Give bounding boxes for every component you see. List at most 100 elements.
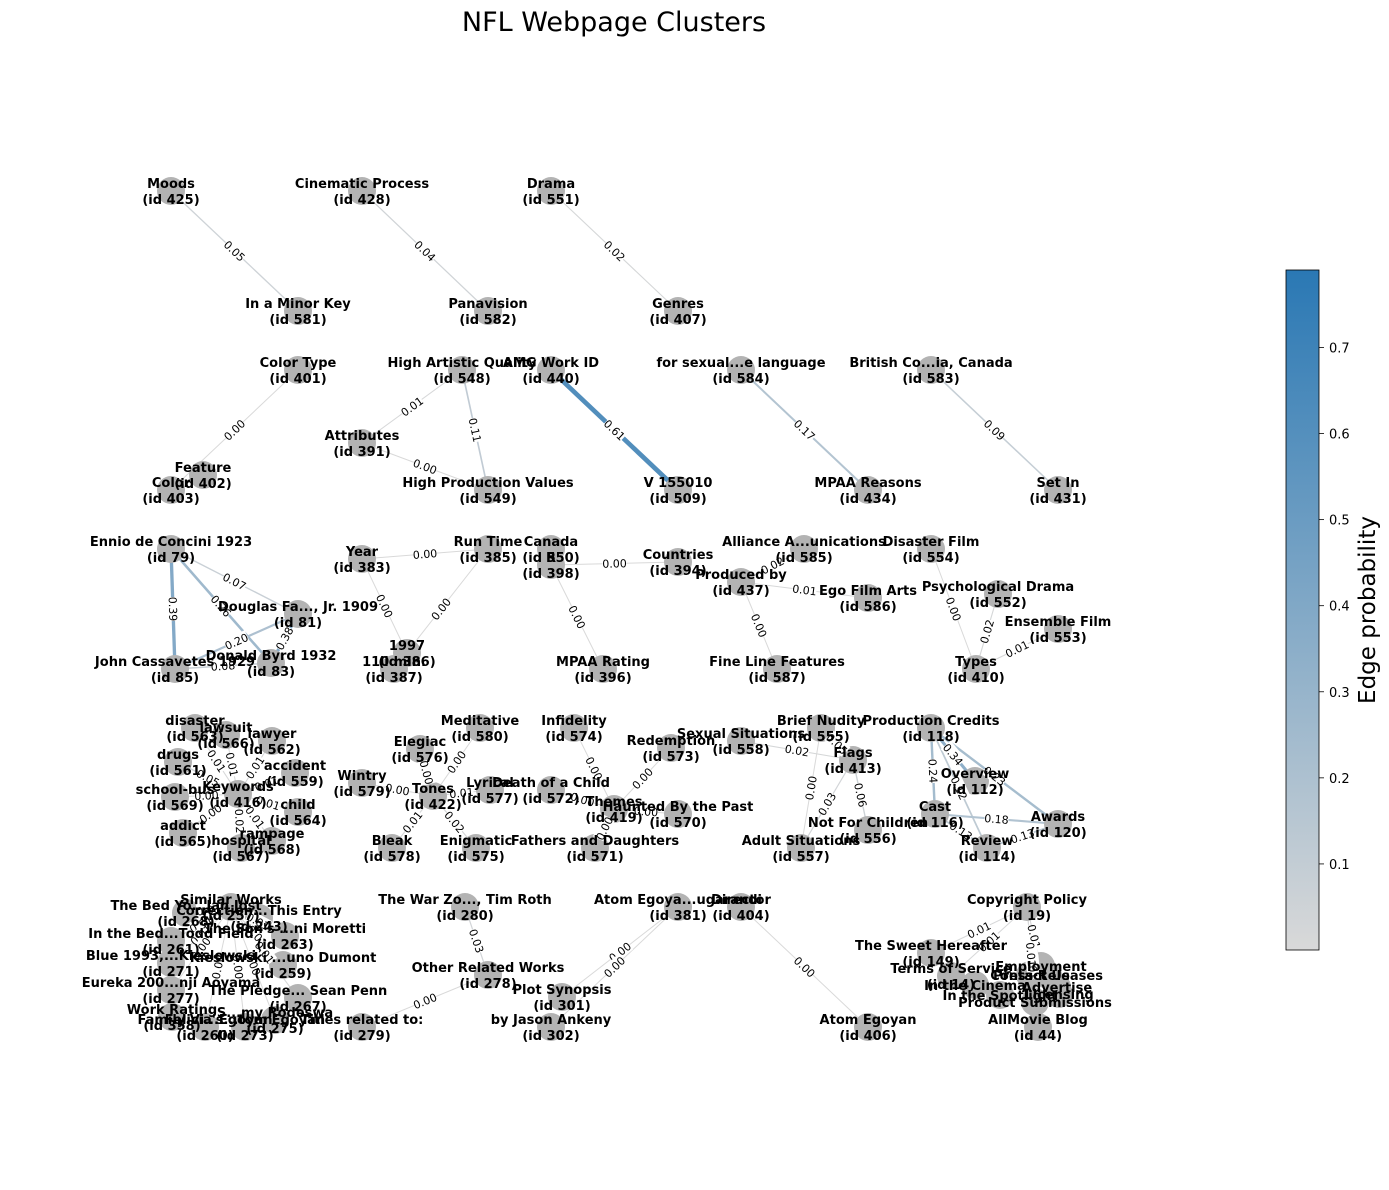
node-391[interactable]: [348, 429, 376, 457]
node-557[interactable]: [787, 834, 815, 862]
node-83[interactable]: [257, 649, 285, 677]
node-584[interactable]: [727, 356, 755, 384]
node-578[interactable]: [378, 834, 406, 862]
node-437[interactable]: [727, 568, 755, 596]
node-555[interactable]: [807, 714, 835, 742]
node-79[interactable]: [157, 535, 185, 563]
node-413[interactable]: [839, 746, 867, 774]
node-586[interactable]: [854, 584, 882, 612]
node-383[interactable]: [348, 545, 376, 573]
node-278[interactable]: [474, 961, 502, 989]
node-554[interactable]: [917, 535, 945, 563]
node-582[interactable]: [474, 297, 502, 325]
node-260[interactable]: [191, 1013, 219, 1041]
node-580[interactable]: [466, 714, 494, 742]
node-434[interactable]: [854, 476, 882, 504]
node-570[interactable]: [664, 800, 692, 828]
node-396[interactable]: [589, 655, 617, 683]
node-548[interactable]: [448, 356, 476, 384]
node-85[interactable]: [161, 655, 189, 683]
node-401[interactable]: [284, 356, 312, 384]
node-428[interactable]: [348, 177, 376, 205]
node-431[interactable]: [1044, 476, 1072, 504]
node-583[interactable]: [917, 356, 945, 384]
node-268[interactable]: [172, 899, 200, 927]
node-116[interactable]: [921, 800, 949, 828]
node-425[interactable]: [157, 177, 185, 205]
node-label-410: Types (id 410): [947, 655, 1004, 686]
node-573[interactable]: [657, 734, 685, 762]
node-419[interactable]: [600, 795, 628, 823]
edge-label-416-569: 0.00: [194, 789, 219, 803]
node-149[interactable]: [917, 939, 945, 967]
node-559[interactable]: [281, 759, 309, 787]
node-577[interactable]: [476, 776, 504, 804]
node-576[interactable]: [406, 735, 434, 763]
node-118[interactable]: [917, 714, 945, 742]
node-509[interactable]: [664, 476, 692, 504]
node-558[interactable]: [727, 727, 755, 755]
node-e7[interactable]: [1021, 988, 1049, 1016]
node-e4[interactable]: [961, 971, 989, 999]
node-302[interactable]: [537, 1013, 565, 1041]
node-553[interactable]: [1044, 615, 1072, 643]
node-387[interactable]: [380, 655, 408, 683]
node-19[interactable]: [1013, 893, 1041, 921]
node-385[interactable]: [474, 535, 502, 563]
node-label-358: Work Rating (id 358): [127, 1003, 217, 1034]
node-566[interactable]: [212, 721, 240, 749]
node-358[interactable]: [158, 1003, 186, 1031]
node-561[interactable]: [164, 748, 192, 776]
node-587[interactable]: [763, 655, 791, 683]
node-263[interactable]: [271, 922, 299, 950]
node-422[interactable]: [419, 782, 447, 810]
node-416[interactable]: [224, 780, 252, 808]
node-551[interactable]: [537, 177, 565, 205]
node-44[interactable]: [1024, 1013, 1052, 1041]
node-569[interactable]: [161, 783, 189, 811]
node-571[interactable]: [581, 834, 609, 862]
node-381[interactable]: [664, 893, 692, 921]
node-275[interactable]: [261, 1006, 289, 1034]
node-e6[interactable]: [1045, 980, 1073, 1008]
node-585[interactable]: [790, 535, 818, 563]
node-563[interactable]: [181, 714, 209, 742]
node-279[interactable]: [348, 1013, 376, 1041]
node-567[interactable]: [227, 834, 255, 862]
node-398[interactable]: [537, 551, 565, 579]
node-280[interactable]: [451, 893, 479, 921]
node-267[interactable]: [284, 984, 312, 1012]
node-581[interactable]: [284, 297, 312, 325]
node-273[interactable]: [231, 1013, 259, 1041]
node-271[interactable]: [157, 949, 185, 977]
node-114[interactable]: [973, 834, 1001, 862]
node-301[interactable]: [548, 983, 576, 1011]
node-406[interactable]: [854, 1013, 882, 1041]
node-556[interactable]: [854, 816, 882, 844]
node-e8[interactable]: [986, 981, 1014, 1009]
node-81[interactable]: [284, 600, 312, 628]
node-410[interactable]: [962, 655, 990, 683]
node-277[interactable]: [157, 976, 185, 1004]
node-440[interactable]: [537, 356, 565, 384]
node-552[interactable]: [984, 580, 1012, 608]
node-574[interactable]: [560, 714, 588, 742]
node-549[interactable]: [474, 476, 502, 504]
node-565[interactable]: [169, 819, 197, 847]
node-564[interactable]: [284, 798, 312, 826]
node-572[interactable]: [537, 776, 565, 804]
node-261[interactable]: [157, 927, 185, 955]
node-402[interactable]: [189, 461, 217, 489]
node-407[interactable]: [664, 297, 692, 325]
node-14[interactable]: [937, 962, 965, 990]
node-579[interactable]: [348, 769, 376, 797]
node-404[interactable]: [727, 893, 755, 921]
node-403[interactable]: [157, 476, 185, 504]
node-575[interactable]: [462, 834, 490, 862]
node-394[interactable]: [664, 548, 692, 576]
node-562[interactable]: [258, 727, 286, 755]
node-120[interactable]: [1044, 810, 1072, 838]
node-257[interactable]: [217, 893, 245, 921]
node-label-564: child (id 564): [269, 798, 326, 829]
node-568[interactable]: [258, 827, 286, 855]
